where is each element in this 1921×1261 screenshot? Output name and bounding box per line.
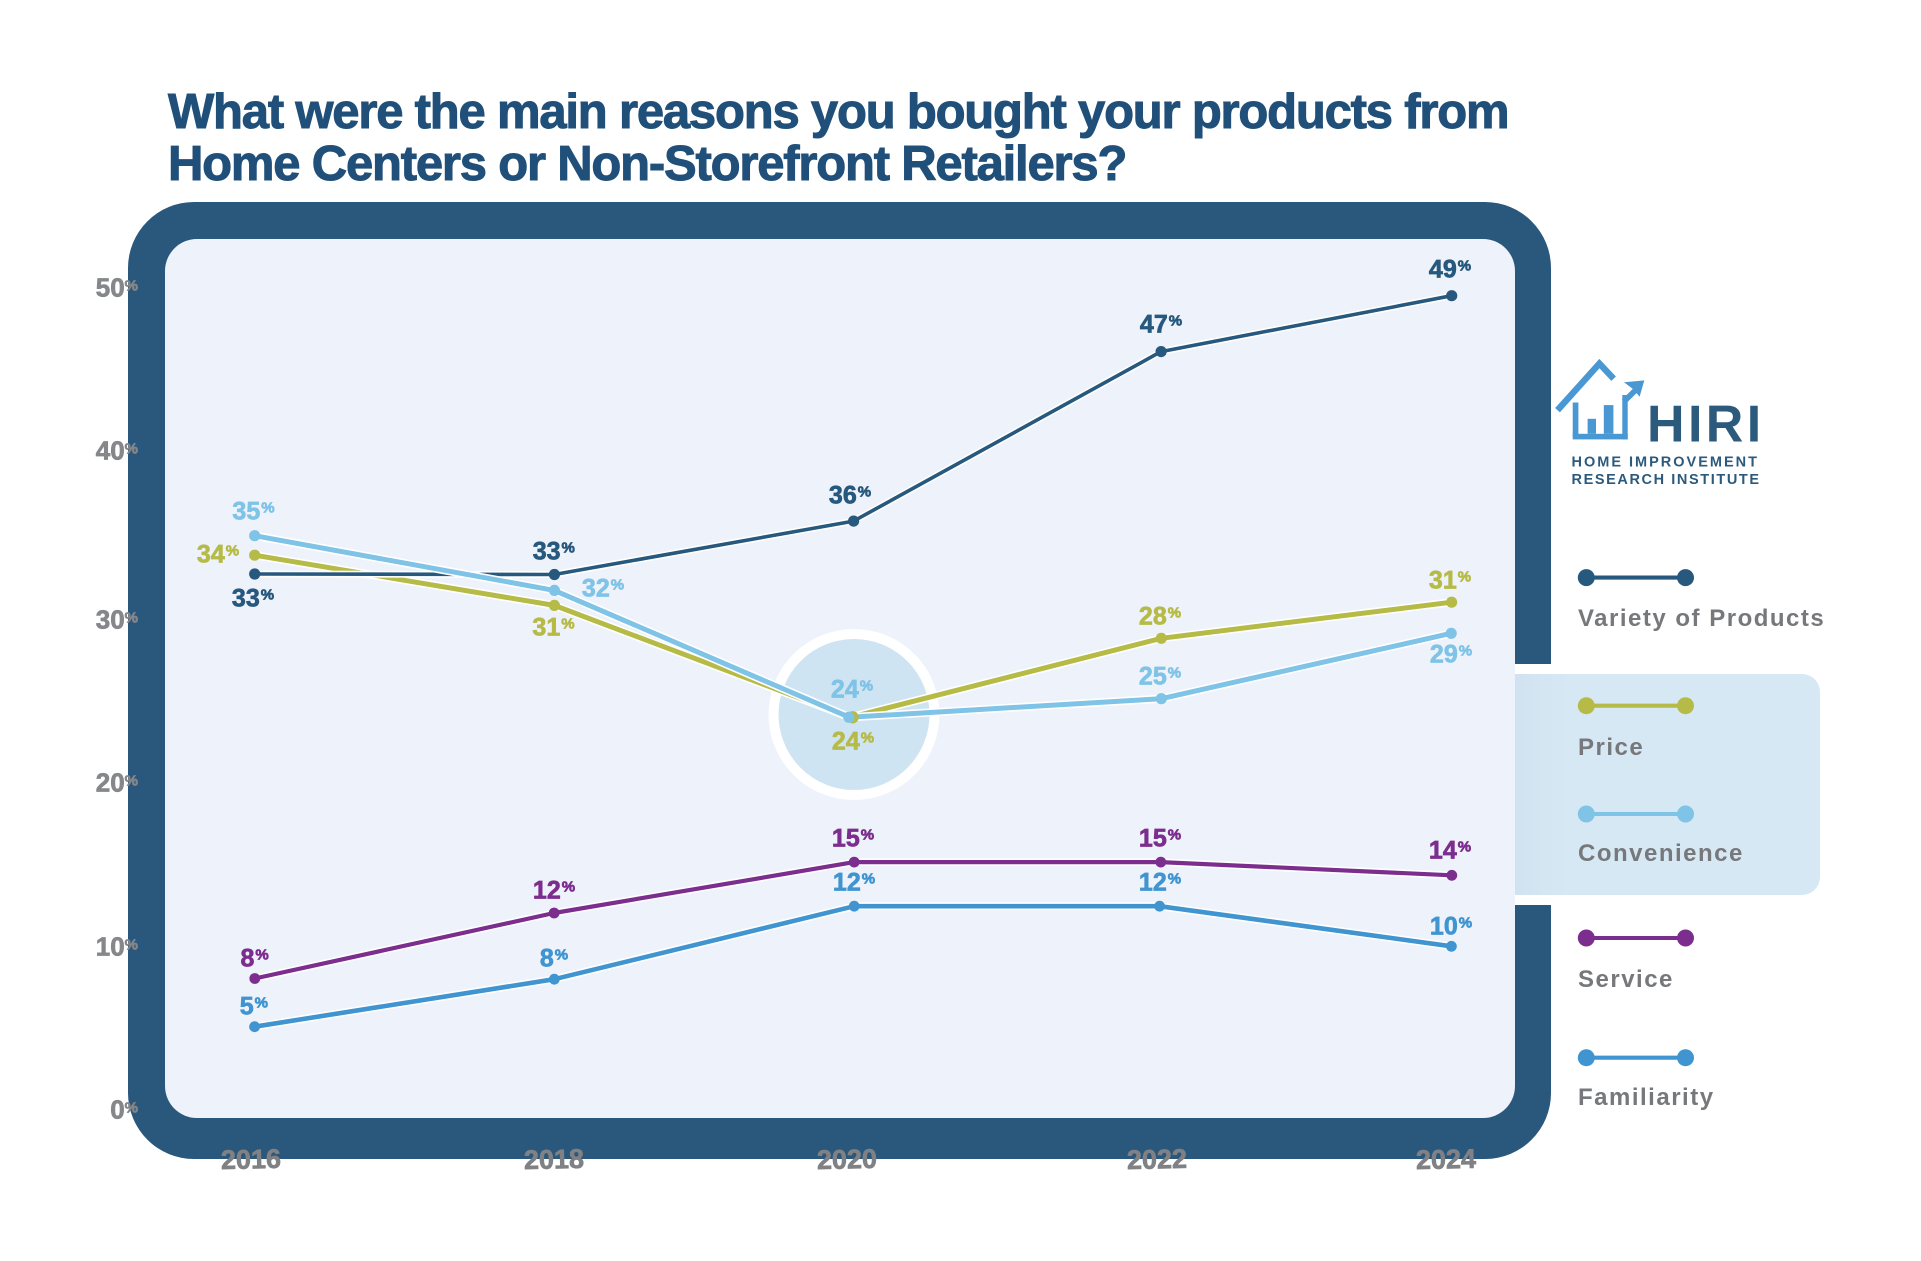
svg-text:RESEARCH INSTITUTE: RESEARCH INSTITUTE [1572, 472, 1761, 488]
svg-text:HIRI: HIRI [1647, 396, 1765, 454]
svg-text:HOME IMPROVEMENT: HOME IMPROVEMENT [1572, 455, 1759, 471]
